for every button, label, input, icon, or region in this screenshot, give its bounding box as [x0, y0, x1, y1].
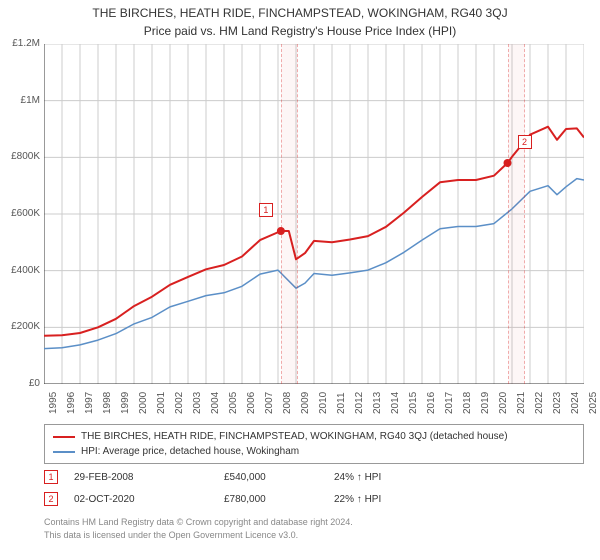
- chart-subtitle: Price paid vs. HM Land Registry's House …: [0, 20, 600, 38]
- sale-badge: 1: [44, 470, 58, 484]
- y-tick-label: £400K: [0, 265, 40, 276]
- x-tick-label: 2013: [372, 396, 383, 414]
- sale-price: £540,000: [224, 472, 334, 483]
- x-tick-label: 2001: [156, 396, 167, 414]
- x-tick-label: 2004: [210, 396, 221, 414]
- legend-label: THE BIRCHES, HEATH RIDE, FINCHAMPSTEAD, …: [81, 429, 508, 444]
- sale-pct-vs-hpi: 22% ↑ HPI: [334, 494, 454, 505]
- footer-line-2: This data is licensed under the Open Gov…: [44, 529, 584, 542]
- y-tick-label: £0: [0, 378, 40, 389]
- sale-pct-vs-hpi: 24% ↑ HPI: [334, 472, 454, 483]
- x-tick-label: 2007: [264, 396, 275, 414]
- legend-label: HPI: Average price, detached house, Woki…: [81, 444, 299, 459]
- sale-date: 29-FEB-2008: [74, 472, 224, 483]
- y-tick-label: £800K: [0, 151, 40, 162]
- y-tick-label: £200K: [0, 321, 40, 332]
- x-tick-label: 2021: [516, 396, 527, 414]
- x-tick-label: 2011: [336, 396, 347, 414]
- x-tick-label: 1995: [48, 396, 59, 414]
- x-tick-label: 2015: [408, 396, 419, 414]
- x-tick-label: 2020: [498, 396, 509, 414]
- x-tick-label: 2010: [318, 396, 329, 414]
- sale-badge: 2: [44, 492, 58, 506]
- y-tick-label: £1M: [0, 95, 40, 106]
- x-tick-label: 2024: [570, 396, 581, 414]
- x-tick-label: 2016: [426, 396, 437, 414]
- sale-row: 1 29-FEB-2008£540,00024% ↑ HPI: [44, 466, 584, 488]
- x-tick-label: 1999: [120, 396, 131, 414]
- footer-line-1: Contains HM Land Registry data © Crown c…: [44, 516, 584, 529]
- x-tick-label: 1997: [84, 396, 95, 414]
- sales-table: 1 29-FEB-2008£540,00024% ↑ HPI 2 02-OCT-202…: [44, 466, 584, 510]
- legend-swatch: [53, 436, 75, 438]
- line-chart-svg: [44, 44, 584, 384]
- y-tick-label: £1.2M: [0, 38, 40, 49]
- x-tick-label: 2005: [228, 396, 239, 414]
- x-tick-label: 2002: [174, 396, 185, 414]
- x-tick-label: 2006: [246, 396, 257, 414]
- x-tick-label: 2008: [282, 396, 293, 414]
- chart-title: THE BIRCHES, HEATH RIDE, FINCHAMPSTEAD, …: [0, 0, 600, 20]
- legend-item: HPI: Average price, detached house, Woki…: [53, 444, 575, 459]
- legend-swatch: [53, 451, 75, 453]
- x-tick-label: 2017: [444, 396, 455, 414]
- x-tick-label: 2000: [138, 396, 149, 414]
- x-tick-label: 2018: [462, 396, 473, 414]
- sale-price: £780,000: [224, 494, 334, 505]
- x-tick-label: 2022: [534, 396, 545, 414]
- x-tick-label: 2019: [480, 396, 491, 414]
- sale-row: 2 02-OCT-2020£780,00022% ↑ HPI: [44, 488, 584, 510]
- x-tick-label: 2012: [354, 396, 365, 414]
- x-tick-label: 2009: [300, 396, 311, 414]
- x-tick-label: 1996: [66, 396, 77, 414]
- legend: THE BIRCHES, HEATH RIDE, FINCHAMPSTEAD, …: [44, 424, 584, 464]
- sale-marker-badge: 2: [518, 135, 532, 149]
- shaded-range: [281, 44, 298, 384]
- x-tick-label: 2014: [390, 396, 401, 414]
- x-tick-label: 2023: [552, 396, 563, 414]
- sale-marker-badge: 1: [259, 203, 273, 217]
- x-tick-label: 2025: [588, 396, 599, 414]
- chart-area: £0£200K£400K£600K£800K£1M£1.2M 199519961…: [44, 44, 584, 414]
- legend-item: THE BIRCHES, HEATH RIDE, FINCHAMPSTEAD, …: [53, 429, 575, 444]
- sale-date: 02-OCT-2020: [74, 494, 224, 505]
- x-tick-label: 1998: [102, 396, 113, 414]
- footer-attribution: Contains HM Land Registry data © Crown c…: [44, 516, 584, 541]
- x-tick-label: 2003: [192, 396, 203, 414]
- shaded-range: [508, 44, 525, 384]
- y-tick-label: £600K: [0, 208, 40, 219]
